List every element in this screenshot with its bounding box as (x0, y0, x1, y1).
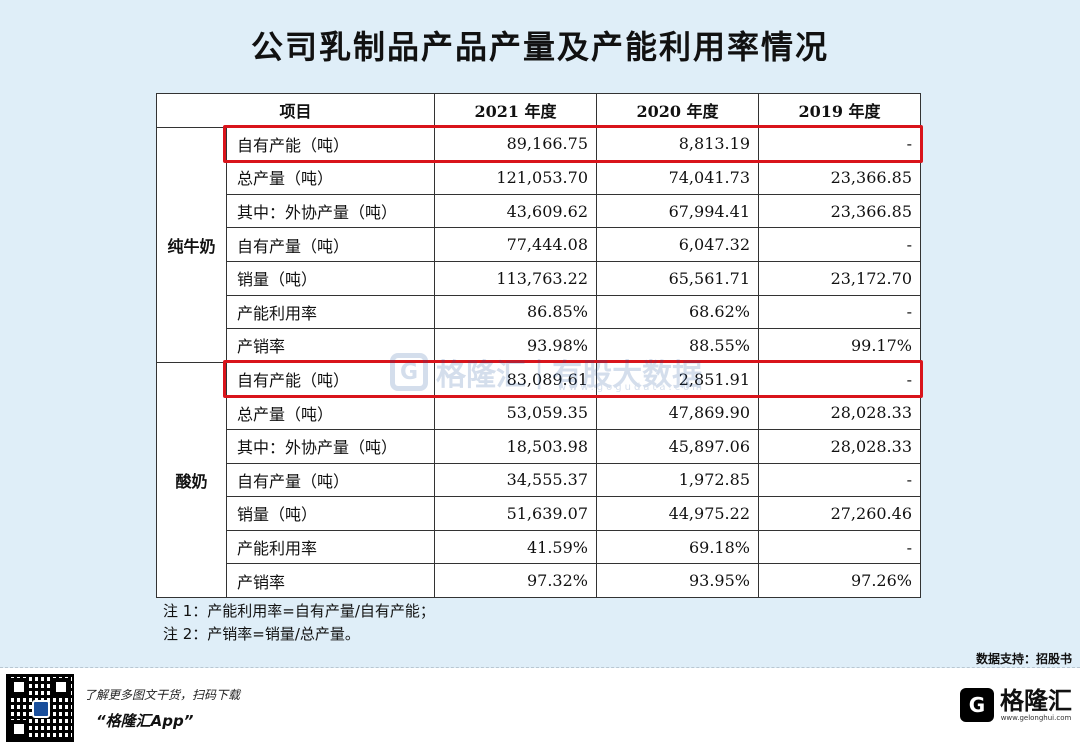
table-row: 产能利用率 86.85% 68.62% - (157, 294, 921, 330)
page-title: 公司乳制品产品产量及产能利用率情况 (250, 28, 829, 66)
table-row: 产销率 97.32% 93.95% 97.26% (157, 563, 921, 598)
table-row: 产销率 93.98% 88.55% 99.17% (157, 328, 921, 363)
cell-2020: 65,561.71 (596, 260, 759, 296)
cell-2020: 1,972.85 (596, 462, 759, 498)
cell-2019: - (758, 227, 921, 262)
cell-2021: 113,763.22 (434, 260, 597, 296)
row-item-label: 销量（吨） (226, 496, 435, 531)
cell-2019: 27,260.46 (758, 496, 921, 531)
data-source: 数据支持：招股书 (975, 652, 1072, 666)
cell-2020: 88.55% (596, 328, 759, 363)
table-row: 销量（吨） 113,763.22 65,561.71 23,172.70 (157, 260, 921, 296)
row-item-label: 自有产能（吨） (226, 126, 435, 162)
table-row: 其中：外协产量（吨） 18,503.98 45,897.06 28,028.33 (157, 428, 921, 464)
row-item-label: 其中：外协产量（吨） (226, 193, 435, 229)
cell-2019: - (758, 462, 921, 498)
cell-2020: 44,975.22 (596, 496, 759, 531)
row-item-label: 销量（吨） (226, 260, 435, 296)
cell-2020: 6,047.32 (596, 227, 759, 262)
row-item-label: 总产量（吨） (226, 395, 435, 430)
table-row: 纯牛奶 自有产能（吨） 89,166.75 8,813.19- (156, 126, 921, 363)
qr-finder-icon (10, 678, 28, 696)
cell-2021: 83,089.61 (434, 361, 597, 397)
cell-2020: 47,869.90 (596, 395, 759, 430)
cell-2019: - (758, 361, 921, 397)
cell-2020: 45,897.06 (596, 428, 759, 464)
qr-finder-icon (52, 678, 70, 696)
cell-2021: 34,555.37 (434, 462, 597, 498)
qr-code-icon[interactable] (6, 674, 74, 742)
cell-2021: 89,166.75 (434, 126, 597, 162)
table-row: 自有产量（吨） 77,444.08 6,047.32- (157, 227, 921, 262)
footer-divider (0, 667, 1080, 668)
header-2019: 2019 年度 (758, 93, 921, 128)
cell-2021: 121,053.70 (434, 160, 597, 195)
row-item-label: 产能利用率 (226, 294, 435, 330)
brand-logo-icon: G (960, 688, 994, 722)
brand-url: www.gelonghui.com (1000, 714, 1072, 722)
cell-2021: 97.32% (434, 563, 597, 598)
table-row: 产能利用率 41.59% 69.18% - (157, 529, 921, 565)
cell-2020: 67,994.41 (596, 193, 759, 229)
note-1: 注 1：产能利用率=自有产量/自有产能； (163, 602, 435, 620)
cell-2019: 28,028.33 (758, 395, 921, 430)
row-item-label: 产销率 (226, 328, 435, 363)
header-item: 项目 (156, 93, 435, 128)
cell-2020: 2,851.91 (596, 361, 759, 397)
cell-2019: 99.17% (758, 328, 921, 363)
table-row: 总产量（吨） 53,059.35 47,869.90 28,028.33 (157, 395, 921, 430)
notes: 注 1：产能利用率=自有产量/自有产能； 注 2：产销率=销量/总产量。 (163, 600, 435, 646)
table-row: 其中：外协产量（吨） 43,609.62 67,994.41 23,366.85 (157, 193, 921, 229)
table-row: 酸奶 自有产能（吨） 83,089.61 2,851.91- (156, 361, 921, 598)
cell-2019: - (758, 126, 921, 162)
cell-2019: 23,172.70 (758, 260, 921, 296)
cell-2019: 28,028.33 (758, 428, 921, 464)
cell-2019: - (758, 294, 921, 330)
cell-2021: 43,609.62 (434, 193, 597, 229)
cell-2021: 77,444.08 (434, 227, 597, 262)
header-2020: 2020 年度 (596, 93, 759, 128)
row-item-label: 产能利用率 (226, 529, 435, 565)
cell-2021: 93.98% (434, 328, 597, 363)
cell-2019: 23,366.85 (758, 160, 921, 195)
cell-2020: 8,813.19 (596, 126, 759, 162)
cell-2020: 93.95% (596, 563, 759, 598)
table-row: 自有产量（吨） 34,555.37 1,972.85- (157, 462, 921, 498)
app-name: “格隆汇App” (96, 712, 194, 730)
cell-2019: 23,366.85 (758, 193, 921, 229)
cell-2019: - (758, 529, 921, 565)
cell-2021: 41.59% (434, 529, 597, 565)
table-row: 总产量（吨） 121,053.70 74,041.73 23,366.85 (157, 160, 921, 195)
cell-2021: 86.85% (434, 294, 597, 330)
promo-text: 了解更多图文干货，扫码下载 (84, 688, 241, 702)
qr-center-logo-icon (32, 700, 50, 718)
note-2: 注 2：产销率=销量/总产量。 (163, 625, 360, 643)
qr-finder-icon (10, 720, 28, 738)
cell-2021: 53,059.35 (434, 395, 597, 430)
cell-2021: 18,503.98 (434, 428, 597, 464)
row-item-label: 其中：外协产量（吨） (226, 428, 435, 464)
footer: 了解更多图文干货，扫码下载 “格隆汇App” G 格隆汇 www.gelongh… (0, 668, 1080, 745)
table-body: 纯牛奶 自有产能（吨） 89,166.75 8,813.19- 总产量（吨） 121,05… (156, 126, 921, 598)
cell-2020: 74,041.73 (596, 160, 759, 195)
row-item-label: 产销率 (226, 563, 435, 598)
production-table: 项目 2021 年度 2020 年度 2019 年度 纯牛奶 自有产能（吨） 89,… (156, 93, 921, 598)
row-item-label: 自有产能（吨） (226, 361, 435, 397)
brand-logo: G 格隆汇 www.gelonghui.com (960, 688, 1072, 722)
row-item-label: 自有产量（吨） (226, 462, 435, 498)
brand-name: 格隆汇 (1000, 687, 1072, 715)
header-2021: 2021 年度 (434, 93, 597, 128)
row-item-label: 自有产量（吨） (226, 227, 435, 262)
cell-2019: 97.26% (758, 563, 921, 598)
group-label: 纯牛奶 (156, 126, 227, 363)
group-label: 酸奶 (156, 361, 227, 598)
cell-2020: 69.18% (596, 529, 759, 565)
row-item-label: 总产量（吨） (226, 160, 435, 195)
cell-2020: 68.62% (596, 294, 759, 330)
table-header-row: 项目 2021 年度 2020 年度 2019 年度 (156, 93, 921, 128)
table-row: 销量（吨） 51,639.07 44,975.22 27,260.46 (157, 496, 921, 531)
cell-2021: 51,639.07 (434, 496, 597, 531)
